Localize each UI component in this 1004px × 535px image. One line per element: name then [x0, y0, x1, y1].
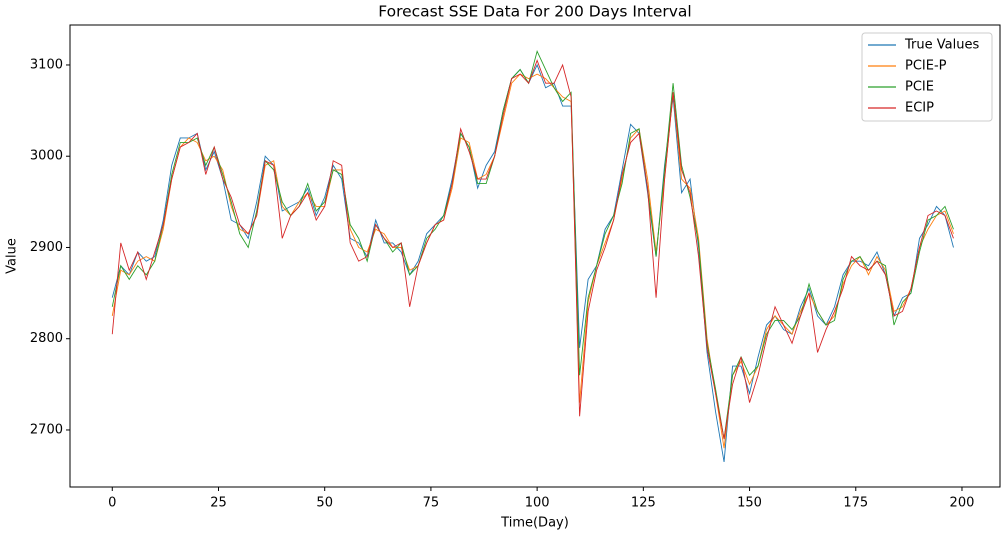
x-tick-label: 175	[843, 496, 868, 511]
legend-label: True Values	[904, 38, 979, 53]
legend-label: PCIE	[905, 80, 934, 95]
chart-title: Forecast SSE Data For 200 Days Interval	[378, 3, 691, 21]
x-tick-label: 100	[525, 496, 550, 511]
x-axis-label: Time(Day)	[500, 516, 569, 531]
x-tick-label: 0	[108, 496, 116, 511]
x-tick-label: 75	[423, 496, 440, 511]
y-tick-label: 2700	[30, 422, 63, 437]
legend-label: PCIE-P	[905, 59, 947, 74]
y-tick-label: 2800	[30, 331, 63, 346]
y-tick-label: 3100	[30, 57, 63, 72]
y-tick-label: 3000	[30, 149, 63, 164]
x-tick-label: 150	[737, 496, 762, 511]
x-tick-label: 25	[210, 496, 227, 511]
x-tick-label: 200	[950, 496, 975, 511]
y-tick-label: 2900	[30, 240, 63, 255]
x-tick-label: 50	[316, 496, 333, 511]
legend-box	[861, 32, 993, 122]
series-line	[111, 49, 954, 440]
y-axis-label: Value	[5, 238, 20, 274]
series-line	[111, 59, 954, 440]
plot-frame	[69, 24, 1001, 488]
legend-label: ECIP	[905, 101, 934, 116]
x-tick-label: 125	[631, 496, 656, 511]
